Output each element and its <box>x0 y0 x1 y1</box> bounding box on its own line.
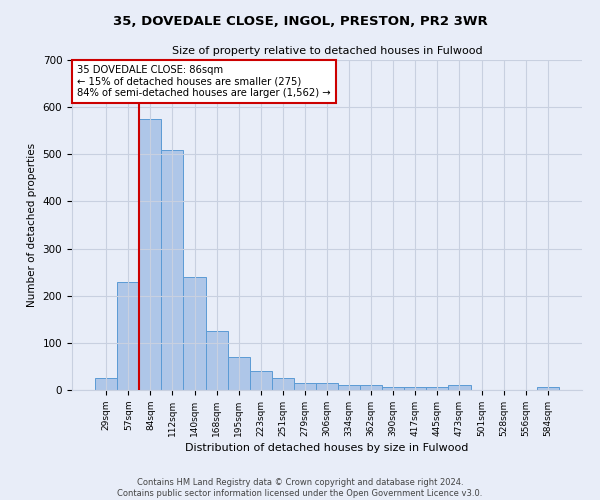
Bar <box>316 383 338 390</box>
Bar <box>117 282 139 390</box>
Text: 35 DOVEDALE CLOSE: 86sqm
← 15% of detached houses are smaller (275)
84% of semi-: 35 DOVEDALE CLOSE: 86sqm ← 15% of detach… <box>77 65 331 98</box>
Y-axis label: Number of detached properties: Number of detached properties <box>27 143 37 307</box>
X-axis label: Distribution of detached houses by size in Fulwood: Distribution of detached houses by size … <box>185 443 469 453</box>
Title: Size of property relative to detached houses in Fulwood: Size of property relative to detached ho… <box>172 46 482 56</box>
Bar <box>250 371 272 390</box>
Bar <box>95 378 117 390</box>
Bar <box>448 386 470 390</box>
Bar <box>272 378 294 390</box>
Bar <box>338 386 360 390</box>
Bar <box>294 383 316 390</box>
Bar <box>184 277 206 390</box>
Bar <box>139 119 161 390</box>
Bar <box>360 386 382 390</box>
Text: Contains HM Land Registry data © Crown copyright and database right 2024.
Contai: Contains HM Land Registry data © Crown c… <box>118 478 482 498</box>
Bar <box>227 357 250 390</box>
Bar <box>427 387 448 390</box>
Bar <box>382 387 404 390</box>
Bar <box>206 331 227 390</box>
Bar <box>404 387 427 390</box>
Bar <box>161 150 184 390</box>
Bar <box>537 387 559 390</box>
Text: 35, DOVEDALE CLOSE, INGOL, PRESTON, PR2 3WR: 35, DOVEDALE CLOSE, INGOL, PRESTON, PR2 … <box>113 15 487 28</box>
